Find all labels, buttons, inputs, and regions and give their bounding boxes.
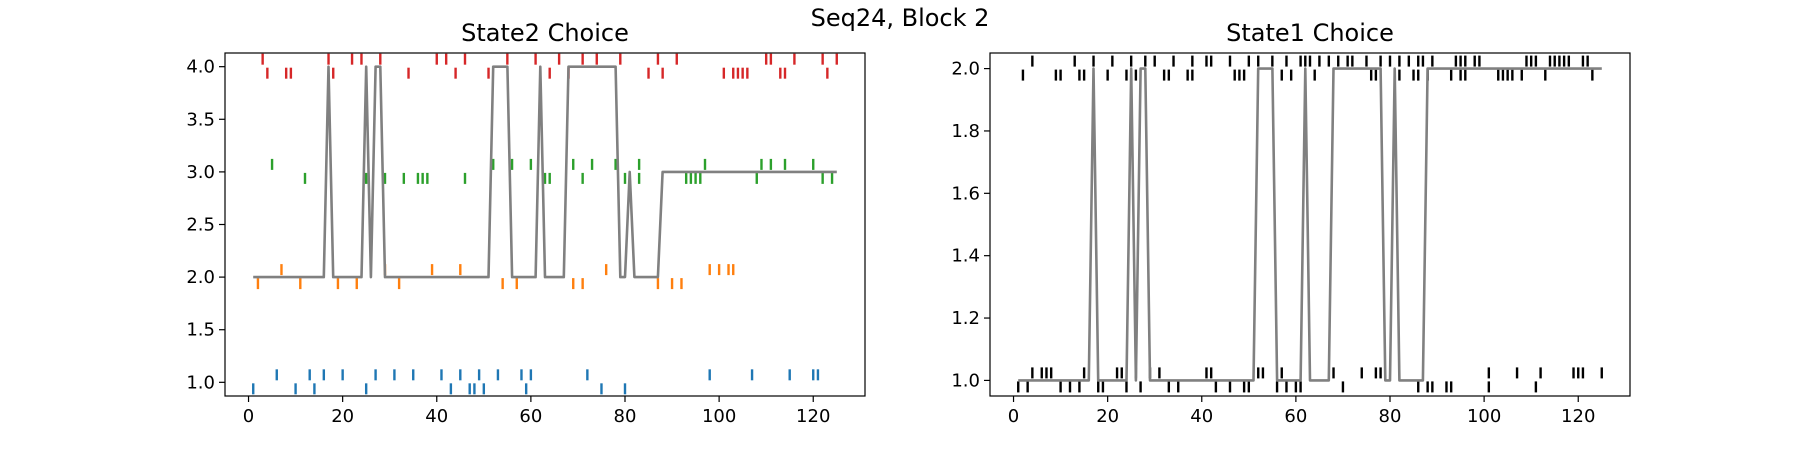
x-tick-label: 40 [425,406,448,427]
x-tick-label: 60 [1284,406,1307,427]
marker-layer [252,53,838,395]
chart-panel-1: State2 Choice 0 20 40 60 80 100 120 1.0 1.5 2.0 2.5… [186,19,866,427]
y-tick-label: 1.0 [186,372,215,393]
y-tick-label: 1.2 [951,308,980,329]
x-tick-label: 100 [702,406,736,427]
y-tick-label: 2.0 [951,59,980,80]
choice-line [253,65,837,279]
x-tick-label: 80 [614,406,637,427]
y-tick-label: 3.5 [186,109,215,130]
figure-title: Seq24, Block 2 [810,4,990,32]
x-tick-label: 120 [1561,406,1595,427]
x-tick-label: 80 [1379,406,1402,427]
x-tick-label: 120 [796,406,830,427]
y-tick-label: 1.6 [951,183,980,204]
plot-frame [224,52,866,397]
chart-panel-2: State1 Choice 0 20 40 60 80 100 120 1.0 1.2 1.4 1.6… [951,19,1631,427]
plot-frame [989,52,1631,397]
chart-title: State2 Choice [461,19,629,47]
y-tick-label: 1.8 [951,121,980,142]
choice-line [1018,67,1602,382]
y-tick-label: 1.4 [951,246,980,267]
x-tick-label: 0 [1008,406,1019,427]
x-tick-label: 100 [1467,406,1501,427]
y-tick-label: 3.0 [186,162,215,183]
y-tick-label: 2.0 [186,267,215,288]
y-tick-label: 2.5 [186,215,215,236]
y-tick-label: 4.0 [186,57,215,78]
x-tick-label: 60 [519,406,542,427]
x-tick-label: 20 [331,406,354,427]
x-tick-label: 0 [243,406,254,427]
x-tick-label: 20 [1096,406,1119,427]
y-tick-label: 1.0 [951,370,980,391]
chart-title: State1 Choice [1226,19,1394,47]
y-tick-label: 1.5 [186,320,215,341]
x-tick-label: 40 [1190,406,1213,427]
